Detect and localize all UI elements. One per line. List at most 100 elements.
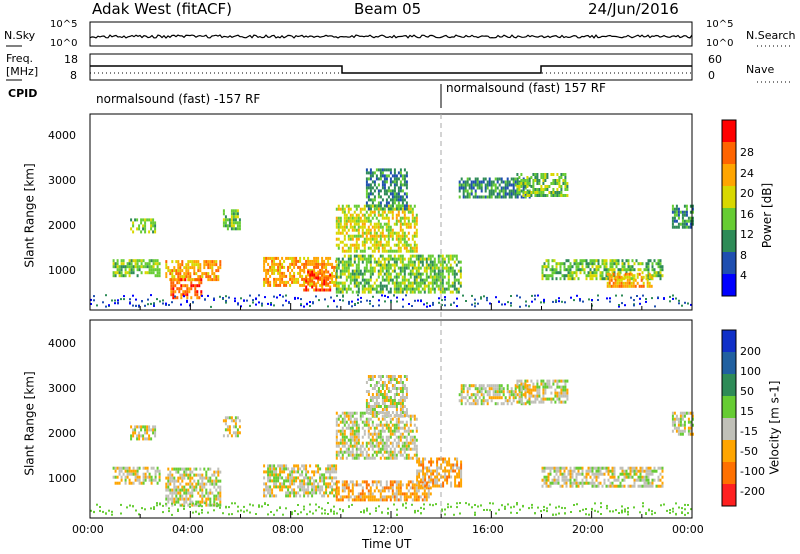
heatmap-cell (136, 262, 139, 266)
heatmap-cell (305, 482, 308, 486)
heatmap-cell (528, 388, 531, 392)
heatmap-cell (313, 280, 316, 284)
heatmap-cell (560, 391, 563, 395)
heatmap-cell (458, 484, 461, 488)
heatmap-cell (181, 485, 184, 489)
heatmap-cell (335, 495, 338, 499)
heatmap-cell (446, 460, 449, 464)
heatmap-cell (265, 277, 268, 281)
heatmap-cell (510, 192, 513, 196)
heatmap-cell (369, 174, 372, 178)
heatmap-cell (421, 492, 424, 496)
heatmap-cell (275, 476, 278, 480)
heatmap-cell (195, 482, 198, 486)
heatmap-cell (424, 481, 427, 485)
heatmap-cell (542, 382, 545, 386)
heatmap-cell (122, 259, 125, 263)
heatmap-cell (112, 259, 115, 263)
heatmap-cell (478, 396, 481, 400)
heatmap-cell (263, 482, 266, 486)
heatmap-cell (198, 278, 201, 282)
ground-scatter-cell (690, 303, 692, 306)
heatmap-cell (329, 288, 332, 292)
heatmap-cell (423, 486, 426, 490)
heatmap-cell (120, 466, 123, 470)
ground-scatter-cell (552, 300, 554, 303)
heatmap-cell (389, 210, 392, 214)
heatmap-cell (369, 168, 372, 172)
ground-scatter-cell (501, 303, 503, 306)
heatmap-cell (226, 218, 229, 222)
heatmap-cell (383, 246, 386, 250)
heatmap-cell (595, 268, 598, 272)
heatmap-cell (351, 234, 354, 238)
heatmap-cell (283, 280, 286, 284)
heatmap-cell (413, 417, 416, 421)
heatmap-cell (365, 483, 368, 487)
heatmap-cell (528, 391, 531, 395)
heatmap-cell (482, 393, 485, 397)
ground-scatter-cell (267, 302, 269, 305)
heatmap-cell (516, 191, 519, 194)
heatmap-cell (514, 384, 517, 388)
heatmap-cell (423, 489, 426, 493)
heatmap-cell (217, 269, 220, 273)
ground-scatter-cell (402, 298, 404, 301)
heatmap-cell (563, 265, 566, 269)
heatmap-cell (571, 472, 574, 476)
heatmap-cell (369, 204, 372, 208)
heatmap-cell (608, 272, 611, 276)
heatmap-cell (187, 476, 190, 480)
heatmap-cell (381, 246, 384, 250)
heatmap-cell (317, 470, 320, 474)
heatmap-cell (371, 411, 374, 414)
ground-scatter-cell (117, 301, 119, 304)
heatmap-cell (528, 194, 531, 197)
heatmap-cell (647, 265, 650, 269)
ground-scatter-cell (618, 305, 620, 308)
heatmap-cell (144, 437, 147, 441)
heatmap-cell (538, 388, 541, 392)
heatmap-cell (283, 485, 286, 489)
heatmap-cell (371, 180, 374, 184)
heatmap-cell (605, 277, 608, 281)
heatmap-cell (557, 481, 560, 485)
heatmap-cell (140, 271, 143, 275)
heatmap-cell (209, 497, 212, 501)
heatmap-cell (357, 263, 360, 267)
heatmap-cell (643, 268, 646, 272)
heatmap-cell (609, 268, 612, 272)
heatmap-cell (508, 183, 511, 187)
heatmap-cell (144, 466, 147, 470)
heatmap-cell (295, 494, 298, 498)
heatmap-cell (381, 234, 384, 238)
heatmap-cell (365, 183, 368, 187)
heatmap-cell (418, 484, 421, 488)
heatmap-cell (271, 473, 274, 477)
heatmap-cell (575, 481, 578, 485)
heatmap-cell (349, 489, 352, 493)
heatmap-cell (445, 263, 448, 267)
heatmap-cell (691, 204, 694, 208)
heatmap-cell (134, 259, 137, 263)
heatmap-cell (399, 254, 402, 258)
heatmap-cell (478, 384, 481, 388)
heatmap-cell (389, 405, 392, 408)
heatmap-cell (441, 272, 444, 276)
heatmap-cell (349, 249, 352, 253)
heatmap-cell (181, 473, 184, 477)
heatmap-cell (373, 171, 376, 175)
heatmap-cell (365, 180, 368, 184)
heatmap-cell (444, 472, 447, 476)
heatmap-cell (371, 225, 374, 229)
heatmap-cell (377, 240, 380, 244)
heatmap-cell (403, 441, 406, 445)
heatmap-cell (569, 466, 572, 470)
heatmap-cell (633, 478, 636, 482)
heatmap-cell (373, 387, 376, 390)
heatmap-cell (460, 478, 463, 482)
heatmap-cell (391, 486, 394, 490)
heatmap-cell (217, 491, 220, 495)
heatmap-cell (399, 375, 402, 378)
heatmap-cell (387, 225, 390, 229)
